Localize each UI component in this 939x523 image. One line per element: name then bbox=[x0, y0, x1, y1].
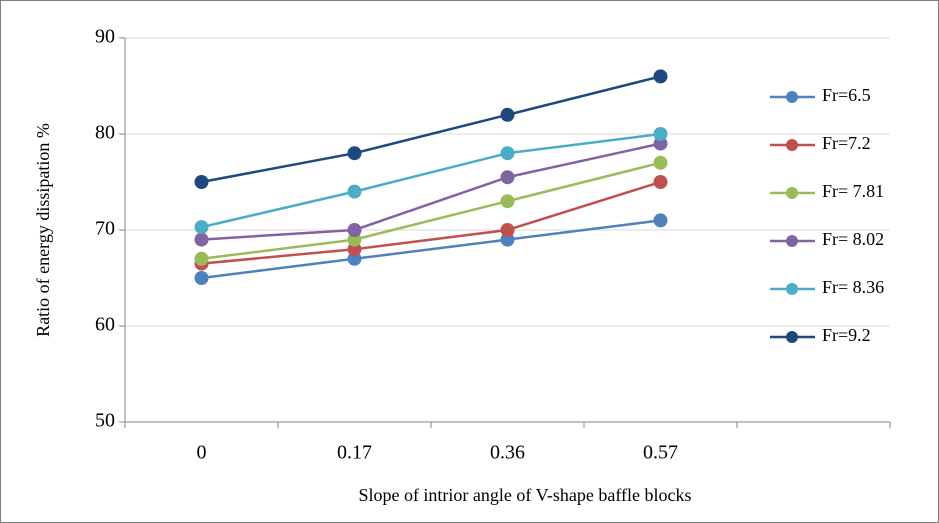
legend-marker bbox=[786, 235, 798, 247]
legend-label: Fr=9.2 bbox=[822, 325, 871, 345]
series-line bbox=[201, 219, 661, 280]
y-tick-label: 70 bbox=[95, 218, 115, 240]
data-point bbox=[347, 223, 362, 237]
y-tick-label: 60 bbox=[95, 314, 115, 336]
data-point bbox=[653, 136, 668, 151]
data-point bbox=[347, 184, 362, 199]
series-line bbox=[201, 180, 661, 265]
data-point bbox=[500, 107, 515, 122]
data-point bbox=[653, 155, 668, 170]
data-point bbox=[194, 251, 209, 266]
legend-marker bbox=[786, 331, 798, 343]
data-point bbox=[500, 146, 515, 161]
data-point bbox=[347, 242, 362, 257]
y-axis-title: Ratio of energy dissipation % bbox=[33, 123, 53, 337]
x-tick-label: 0 bbox=[197, 442, 207, 464]
data-point bbox=[194, 232, 209, 247]
data-point bbox=[653, 175, 668, 189]
data-point bbox=[347, 251, 362, 266]
data-point bbox=[194, 175, 209, 189]
y-tick-label: 50 bbox=[95, 410, 115, 432]
data-point bbox=[500, 170, 515, 185]
series-line bbox=[201, 132, 661, 229]
x-axis-title: Slope of intrior angle of V-shape baffle… bbox=[358, 485, 691, 505]
data-point bbox=[653, 213, 668, 228]
legend-label: Fr= 8.36 bbox=[822, 277, 884, 297]
series-line bbox=[201, 161, 661, 261]
legend-label: Fr=7.2 bbox=[822, 133, 871, 153]
data-point bbox=[194, 220, 209, 235]
legend-marker bbox=[786, 187, 798, 199]
legend-marker bbox=[786, 283, 798, 295]
x-tick-label: 0.17 bbox=[337, 442, 372, 464]
legend-label: Fr= 7.81 bbox=[822, 181, 884, 201]
data-point bbox=[653, 127, 668, 141]
y-tick-label: 90 bbox=[95, 26, 115, 48]
legend-label: Fr= 8.02 bbox=[822, 229, 884, 249]
x-tick-label: 0.36 bbox=[490, 442, 525, 464]
legend-label: Fr=6.5 bbox=[822, 85, 871, 105]
data-point bbox=[347, 146, 362, 161]
x-tick-label: 0.57 bbox=[643, 442, 678, 464]
series-line bbox=[201, 75, 661, 184]
data-point bbox=[500, 223, 515, 237]
y-tick-label: 80 bbox=[95, 122, 115, 144]
legend-marker bbox=[786, 91, 798, 103]
series-line bbox=[201, 142, 661, 241]
data-point bbox=[347, 232, 362, 247]
legend-marker bbox=[786, 139, 798, 151]
data-point bbox=[653, 69, 668, 84]
data-point bbox=[194, 271, 209, 285]
data-point bbox=[500, 232, 515, 247]
data-point bbox=[500, 194, 515, 209]
